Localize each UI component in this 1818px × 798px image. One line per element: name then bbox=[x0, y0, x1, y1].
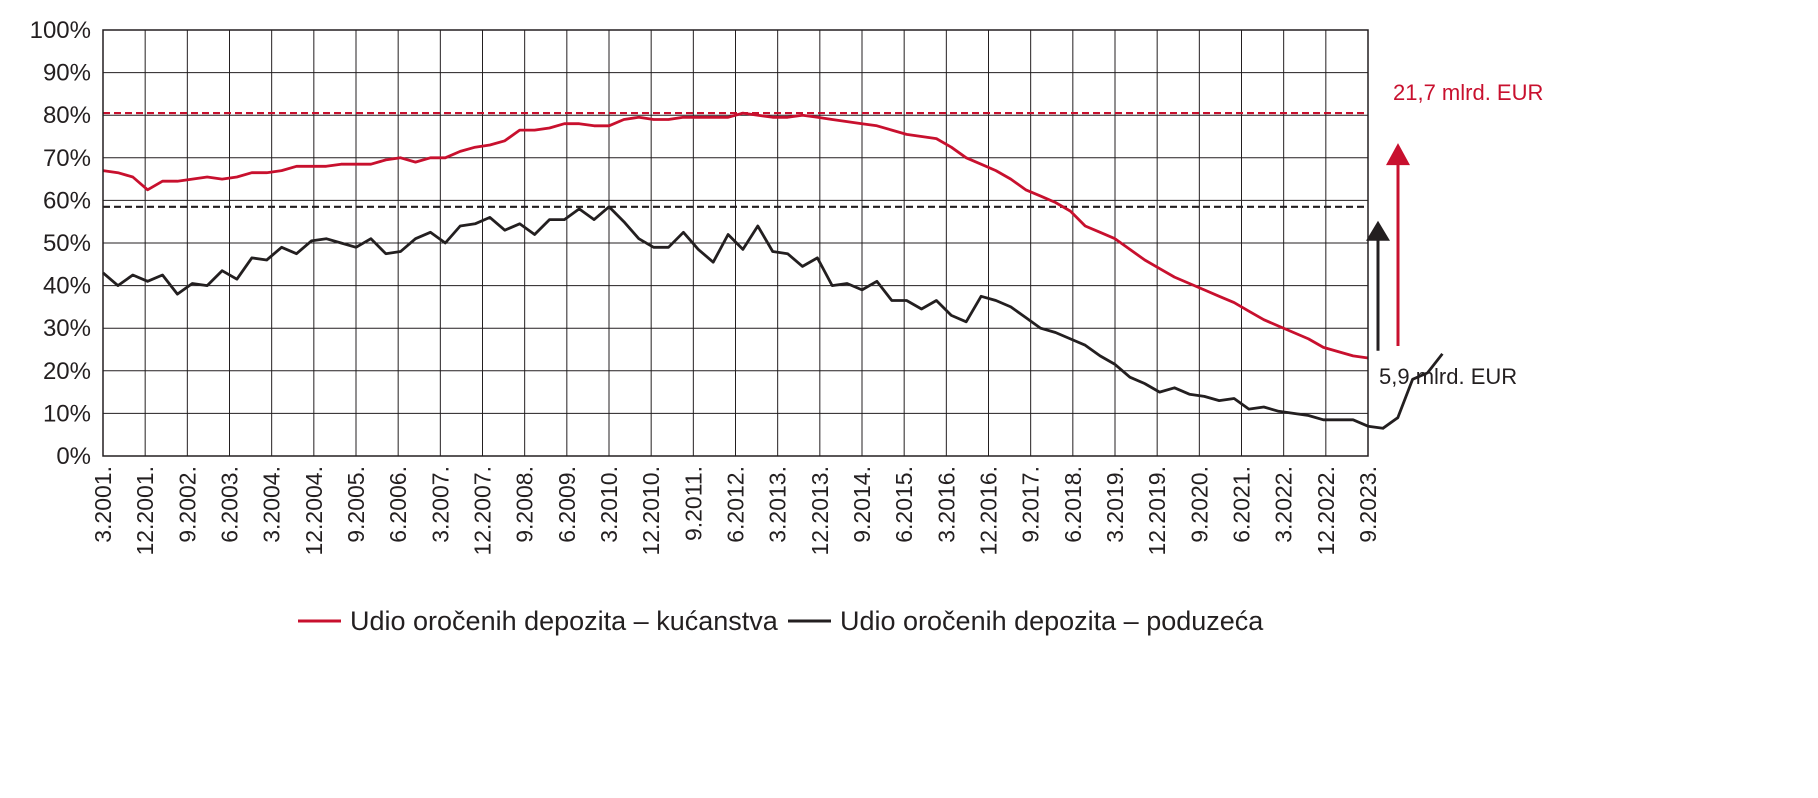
y-tick-label: 0% bbox=[56, 443, 91, 470]
x-tick-label: 9.2002. bbox=[174, 466, 200, 543]
x-tick-label: 3.2001. bbox=[90, 466, 116, 543]
legend-label-kucanstva: Udio oročenih depozita – kućanstva bbox=[350, 606, 779, 636]
x-tick-label: 3.2013. bbox=[765, 466, 791, 543]
x-tick-label: 3.2016. bbox=[933, 466, 959, 543]
kucanstva-end-label: 21,7 mlrd. EUR bbox=[1393, 80, 1543, 105]
x-tick-label: 6.2006. bbox=[385, 466, 411, 543]
x-tick-label: 12.2019. bbox=[1144, 466, 1170, 556]
series-lines bbox=[102, 111, 1444, 430]
y-tick-label: 30% bbox=[43, 315, 91, 342]
poduzeca-arrow-head bbox=[1366, 220, 1390, 241]
annotations: 21,7 mlrd. EUR 5,9 mlrd. EUR bbox=[1366, 80, 1543, 389]
y-tick-label: 100% bbox=[30, 17, 91, 44]
x-tick-label: 12.2010. bbox=[638, 466, 664, 556]
y-tick-label: 90% bbox=[43, 60, 91, 87]
x-axis: 3.2001. 12.2001. 9.2002. 6.2003. 3.2004. 12.2… bbox=[90, 466, 1381, 556]
x-tick-label: 3.2004. bbox=[259, 466, 285, 543]
x-tick-label: 12.2004. bbox=[301, 466, 327, 556]
x-tick-label: 12.2022. bbox=[1313, 466, 1339, 556]
y-axis: 0% 10% 20% 30% 40% 50% 60% 70% 80% 90% 100% bbox=[30, 17, 91, 470]
x-tick-label: 3.2007. bbox=[427, 466, 453, 543]
legend: Udio oročenih depozita – kućanstva Udio … bbox=[298, 606, 1264, 636]
reference-lines bbox=[103, 111, 1368, 208]
x-tick-label: 9.2005. bbox=[343, 466, 369, 543]
y-tick-label: 40% bbox=[43, 273, 91, 300]
x-tick-label: 3.2019. bbox=[1102, 466, 1128, 543]
x-tick-label: 9.2017. bbox=[1018, 466, 1044, 543]
x-tick-label: 12.2007. bbox=[470, 466, 496, 556]
x-tick-label: 6.2015. bbox=[891, 466, 917, 543]
x-tick-label: 3.2010. bbox=[596, 466, 622, 543]
legend-label-poduzeca: Udio oročenih depozita – poduzeća bbox=[840, 606, 1264, 636]
y-tick-label: 70% bbox=[43, 145, 91, 172]
x-tick-label: 9.2020. bbox=[1186, 466, 1212, 543]
x-tick-label: 6.2018. bbox=[1060, 466, 1086, 543]
poduzeca-end-label: 5,9 mlrd. EUR bbox=[1379, 364, 1517, 389]
plot-frame bbox=[102, 29, 1369, 457]
x-tick-label: 3.2022. bbox=[1271, 466, 1297, 543]
y-tick-label: 20% bbox=[43, 358, 91, 385]
x-tick-label: 9.2014. bbox=[849, 466, 875, 543]
x-tick-label: 6.2012. bbox=[723, 466, 749, 543]
series-line-poduzeca bbox=[102, 205, 1444, 430]
y-tick-label: 80% bbox=[43, 102, 91, 129]
y-tick-label: 10% bbox=[43, 400, 91, 427]
x-tick-label: 9.2011. bbox=[680, 466, 706, 541]
x-tick-label: 12.2013. bbox=[807, 466, 833, 556]
y-tick-label: 60% bbox=[43, 187, 91, 214]
x-tick-label: 9.2008. bbox=[512, 466, 538, 543]
y-tick-label: 50% bbox=[43, 230, 91, 257]
series-line-kucanstva bbox=[102, 111, 1369, 360]
x-tick-label: 9.2023. bbox=[1355, 466, 1381, 543]
kucanstva-arrow-head bbox=[1386, 143, 1410, 166]
x-tick-label: 12.2001. bbox=[132, 466, 158, 556]
x-tick-label: 6.2009. bbox=[554, 466, 580, 543]
x-tick-label: 6.2021. bbox=[1229, 466, 1255, 543]
x-tick-label: 12.2016. bbox=[976, 466, 1002, 556]
x-tick-label: 6.2003. bbox=[217, 466, 243, 543]
